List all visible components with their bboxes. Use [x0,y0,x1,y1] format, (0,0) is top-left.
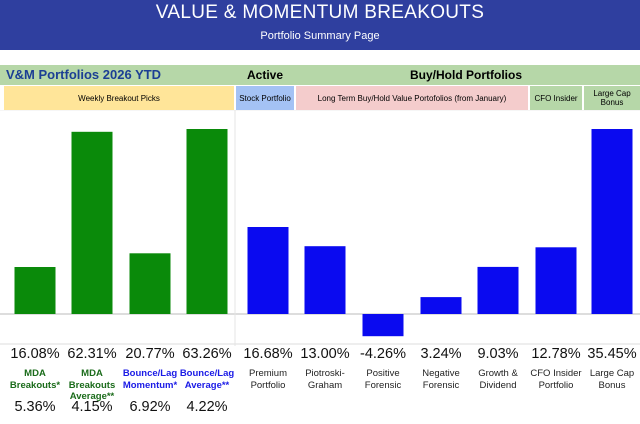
value-label-6: -4.26% [360,346,406,362]
value-label-7: 3.24% [420,346,462,362]
group-stock-header: Stock Portfolio [236,86,294,110]
value-label-4: 16.68% [243,346,293,362]
bar-4 [247,227,289,314]
bar-chart [0,110,640,346]
category-label-1: MDA Breakouts Average** [68,368,116,402]
section-header-row: V&M Portfolios 2026 YTD Active Buy/Hold … [0,65,640,85]
value-label-0: 16.08% [10,346,60,362]
bar-5 [304,246,346,314]
category-label-3: Bounce/Lag Average** [179,368,235,391]
value-label-1: 62.31% [67,346,117,362]
bar-7 [420,297,462,314]
bar-3 [186,129,228,314]
bar-9 [535,247,577,314]
category-label-2: Bounce/Lag Momentum* [122,368,178,391]
bar-8 [477,266,519,314]
bar-2 [129,253,171,314]
value-label-3: 63.26% [182,346,232,362]
category-label-8: Growth & Dividend [478,368,518,391]
group-ltbh-header: Long Term Buy/Hold Value Portofolios (fr… [296,86,528,110]
group-cfo-header: CFO Insider [530,86,582,110]
bar-6 [362,314,404,337]
category-label-5: Piotroski-Graham [305,368,345,391]
bar-1 [71,131,113,314]
section-buyhold-label: Buy/Hold Portfolios [410,68,522,82]
secondary-label-2: 6.92% [129,399,171,415]
category-label-0: MDA Breakouts* [9,368,61,391]
bar-0 [14,267,56,314]
value-label-10: 35.45% [587,346,637,362]
value-label-2: 20.77% [125,346,175,362]
bar-10 [591,129,633,314]
value-label-9: 12.78% [531,346,581,362]
value-label-8: 9.03% [477,346,519,362]
title-banner: VALUE & MOMENTUM BREAKOUTS Portfolio Sum… [0,0,640,50]
secondary-label-0: 5.36% [14,399,56,415]
category-label-6: Positive Forensic [364,368,402,391]
group-weekly-header: Weekly Breakout Picks [4,86,234,110]
category-label-10: Large Cap Bonus [589,368,635,391]
section-active-label: Active [246,68,284,82]
category-label-7: Negative Forensic [422,368,460,391]
section-main-label: V&M Portfolios 2026 YTD [6,67,162,82]
category-label-9: CFO Insider Portfolio [530,368,582,391]
page-title: VALUE & MOMENTUM BREAKOUTS [155,2,485,23]
category-label-4: Premium Portfolio [248,368,287,391]
secondary-label-3: 4.22% [186,399,228,415]
value-label-5: 13.00% [300,346,350,362]
secondary-label-1: 4.15% [71,399,113,415]
group-lcb-header: Large Cap Bonus [584,86,640,110]
page-subtitle: Portfolio Summary Page [260,30,380,42]
